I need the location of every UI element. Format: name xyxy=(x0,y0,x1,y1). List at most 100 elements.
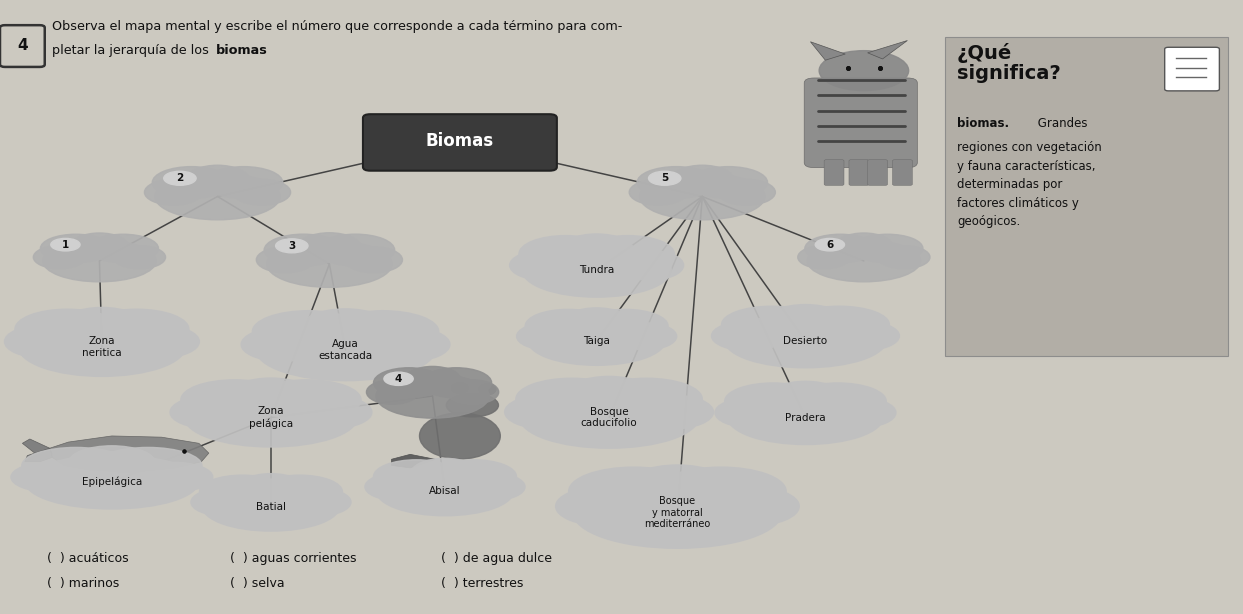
FancyBboxPatch shape xyxy=(363,114,557,171)
Text: biomas: biomas xyxy=(216,44,267,57)
Text: 1: 1 xyxy=(62,239,70,250)
Ellipse shape xyxy=(252,311,364,352)
Ellipse shape xyxy=(68,446,155,480)
Ellipse shape xyxy=(267,241,392,287)
Polygon shape xyxy=(118,459,149,473)
Ellipse shape xyxy=(767,381,844,415)
Text: Epipelágica: Epipelágica xyxy=(82,476,142,488)
Ellipse shape xyxy=(510,251,578,280)
Ellipse shape xyxy=(186,165,249,194)
FancyBboxPatch shape xyxy=(892,160,912,185)
Polygon shape xyxy=(25,448,52,462)
Text: Observa el mapa mental y escribe el número que corresponde a cada término para c: Observa el mapa mental y escribe el núme… xyxy=(52,20,623,33)
Ellipse shape xyxy=(562,308,631,338)
Ellipse shape xyxy=(236,473,306,504)
Ellipse shape xyxy=(520,387,699,448)
Text: (  ) aguas corrientes: ( ) aguas corrientes xyxy=(230,552,357,565)
Ellipse shape xyxy=(404,367,461,394)
Ellipse shape xyxy=(446,380,498,404)
Ellipse shape xyxy=(410,458,480,489)
Ellipse shape xyxy=(718,179,776,205)
Ellipse shape xyxy=(256,319,435,381)
Ellipse shape xyxy=(152,166,231,198)
Ellipse shape xyxy=(614,323,676,350)
Ellipse shape xyxy=(807,240,921,282)
Ellipse shape xyxy=(835,233,892,259)
Ellipse shape xyxy=(689,166,767,198)
Ellipse shape xyxy=(725,383,822,420)
Ellipse shape xyxy=(241,328,323,361)
Ellipse shape xyxy=(819,50,909,91)
Text: 6: 6 xyxy=(827,239,834,250)
Ellipse shape xyxy=(71,233,128,259)
Ellipse shape xyxy=(204,166,282,198)
Ellipse shape xyxy=(113,246,165,269)
Ellipse shape xyxy=(525,309,610,343)
Ellipse shape xyxy=(573,477,782,548)
Polygon shape xyxy=(50,436,209,472)
Ellipse shape xyxy=(19,317,185,376)
FancyBboxPatch shape xyxy=(849,160,869,185)
Ellipse shape xyxy=(528,316,665,365)
FancyBboxPatch shape xyxy=(868,160,888,185)
Ellipse shape xyxy=(144,179,201,205)
Text: Abisal: Abisal xyxy=(429,486,461,496)
Ellipse shape xyxy=(377,467,513,516)
Ellipse shape xyxy=(346,247,403,273)
Ellipse shape xyxy=(721,306,823,343)
Text: Tundra: Tundra xyxy=(579,265,614,275)
Ellipse shape xyxy=(87,234,159,263)
Ellipse shape xyxy=(317,234,395,266)
Ellipse shape xyxy=(590,378,702,420)
Text: Pradera: Pradera xyxy=(786,413,825,422)
Ellipse shape xyxy=(199,475,286,508)
Ellipse shape xyxy=(462,473,525,500)
Ellipse shape xyxy=(373,368,444,398)
Ellipse shape xyxy=(556,487,651,526)
Ellipse shape xyxy=(40,234,111,263)
Ellipse shape xyxy=(766,305,845,338)
Ellipse shape xyxy=(564,376,654,414)
FancyBboxPatch shape xyxy=(804,78,917,168)
Ellipse shape xyxy=(615,251,684,280)
Ellipse shape xyxy=(715,398,786,427)
Ellipse shape xyxy=(170,396,250,429)
Ellipse shape xyxy=(11,462,91,492)
Text: (  ) de agua dulce: ( ) de agua dulce xyxy=(441,552,552,565)
Text: Batial: Batial xyxy=(256,502,286,511)
Ellipse shape xyxy=(631,395,713,429)
Ellipse shape xyxy=(825,321,900,351)
Ellipse shape xyxy=(419,413,500,459)
Ellipse shape xyxy=(798,246,850,269)
Ellipse shape xyxy=(5,325,81,358)
Ellipse shape xyxy=(93,448,201,484)
Ellipse shape xyxy=(517,323,579,350)
FancyBboxPatch shape xyxy=(1165,47,1219,91)
Text: biomas.: biomas. xyxy=(957,117,1009,130)
Ellipse shape xyxy=(878,246,930,269)
Ellipse shape xyxy=(580,236,674,273)
Ellipse shape xyxy=(656,467,787,516)
Ellipse shape xyxy=(815,238,844,251)
Ellipse shape xyxy=(60,308,144,344)
Ellipse shape xyxy=(520,236,612,273)
Ellipse shape xyxy=(649,171,681,185)
Text: (  ) selva: ( ) selva xyxy=(230,577,285,590)
Ellipse shape xyxy=(711,321,786,351)
Text: (  ) terrestres: ( ) terrestres xyxy=(441,577,523,590)
Ellipse shape xyxy=(851,234,922,263)
Ellipse shape xyxy=(522,243,671,297)
Text: .: . xyxy=(252,44,256,57)
Ellipse shape xyxy=(181,380,288,420)
Ellipse shape xyxy=(21,448,129,484)
Ellipse shape xyxy=(288,489,351,516)
Ellipse shape xyxy=(203,482,339,531)
Ellipse shape xyxy=(629,179,686,205)
Text: 4: 4 xyxy=(395,374,403,384)
Text: Zona
neritica: Zona neritica xyxy=(82,336,122,358)
Ellipse shape xyxy=(133,462,213,492)
Text: 3: 3 xyxy=(288,241,296,251)
Ellipse shape xyxy=(365,473,428,500)
Ellipse shape xyxy=(34,246,86,269)
Ellipse shape xyxy=(805,234,875,263)
